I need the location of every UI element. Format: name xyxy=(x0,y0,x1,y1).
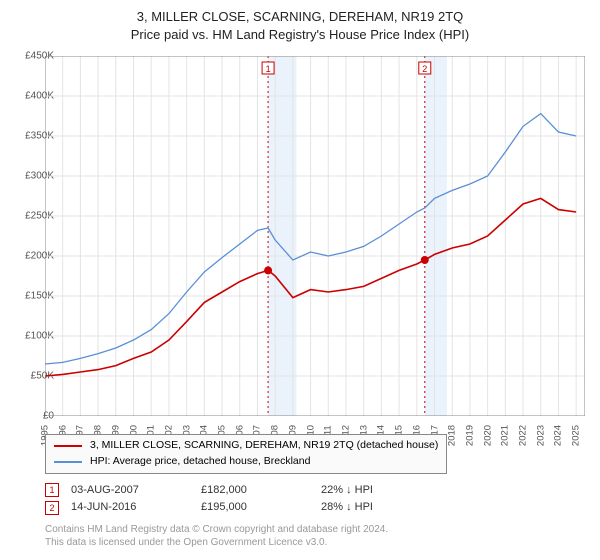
sale-price: £182,000 xyxy=(201,482,321,500)
attribution-line-2: This data is licensed under the Open Gov… xyxy=(45,536,585,549)
title-line-2: Price paid vs. HM Land Registry's House … xyxy=(0,26,600,44)
legend-label-price-paid: 3, MILLER CLOSE, SCARNING, DEREHAM, NR19… xyxy=(90,438,438,454)
sale-date: 14-JUN-2016 xyxy=(71,499,201,517)
sale-row: 2 14-JUN-2016 £195,000 28% ↓ HPI xyxy=(45,499,585,517)
svg-text:2: 2 xyxy=(422,64,427,74)
sale-price: £195,000 xyxy=(201,499,321,517)
chart-title: 3, MILLER CLOSE, SCARNING, DEREHAM, NR19… xyxy=(0,0,600,44)
sale-row: 1 03-AUG-2007 £182,000 22% ↓ HPI xyxy=(45,482,585,500)
legend-label-hpi: HPI: Average price, detached house, Brec… xyxy=(90,454,310,470)
sales-table: 1 03-AUG-2007 £182,000 22% ↓ HPI 2 14-JU… xyxy=(45,482,585,517)
legend-item-hpi: HPI: Average price, detached house, Brec… xyxy=(54,454,438,470)
sale-delta: 22% ↓ HPI xyxy=(321,482,441,500)
legend: 3, MILLER CLOSE, SCARNING, DEREHAM, NR19… xyxy=(45,434,447,474)
svg-text:1: 1 xyxy=(266,64,271,74)
chart-svg: 12 xyxy=(45,56,585,416)
sale-index-box: 2 xyxy=(45,501,59,515)
chart-footer: 3, MILLER CLOSE, SCARNING, DEREHAM, NR19… xyxy=(45,434,585,549)
sale-date: 03-AUG-2007 xyxy=(71,482,201,500)
sale-index-box: 1 xyxy=(45,483,59,497)
sale-delta: 28% ↓ HPI xyxy=(321,499,441,517)
legend-swatch-price-paid xyxy=(54,445,82,447)
legend-item-price-paid: 3, MILLER CLOSE, SCARNING, DEREHAM, NR19… xyxy=(54,438,438,454)
attribution: Contains HM Land Registry data © Crown c… xyxy=(45,523,585,549)
title-line-1: 3, MILLER CLOSE, SCARNING, DEREHAM, NR19… xyxy=(0,8,600,26)
chart-plot-area: 12 xyxy=(45,56,585,416)
attribution-line-1: Contains HM Land Registry data © Crown c… xyxy=(45,523,585,536)
legend-swatch-hpi xyxy=(54,461,82,463)
